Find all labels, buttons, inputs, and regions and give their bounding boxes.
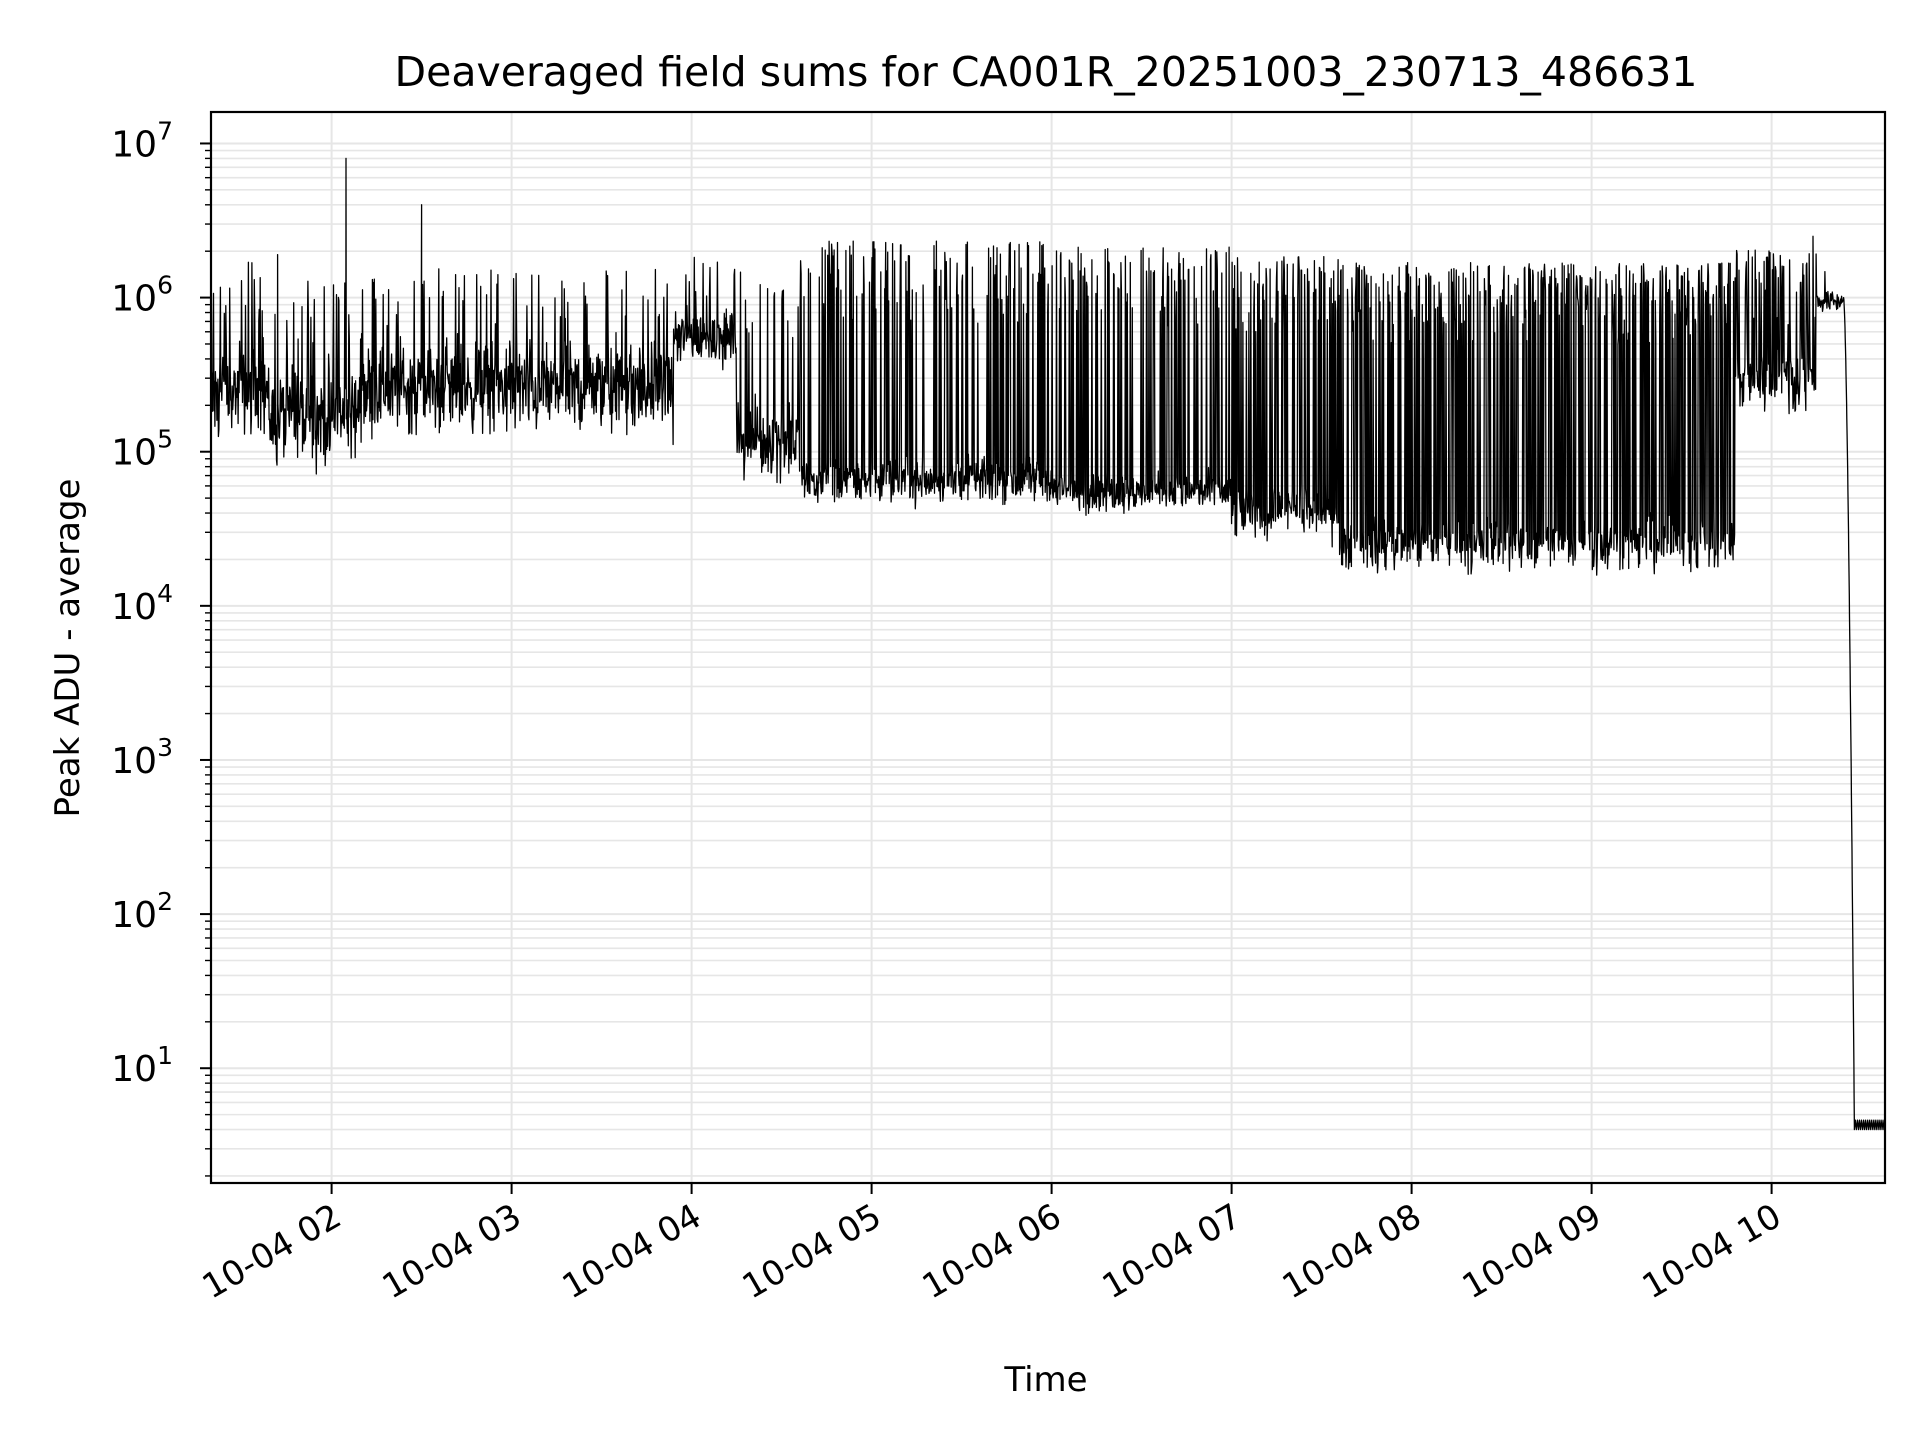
y-tick-label: 105 — [111, 425, 173, 474]
y-tick-label: 104 — [111, 579, 173, 628]
y-tick-label: 106 — [111, 271, 173, 320]
series-line — [210, 157, 1886, 1131]
y-tick-label: 102 — [111, 887, 173, 936]
series-layer — [210, 157, 1886, 1131]
x-axis-label: Time — [1003, 1360, 1087, 1400]
y-tick-base: 10 — [111, 1049, 157, 1090]
plot-frame — [209, 110, 1887, 1185]
y-tick-exponent: 3 — [157, 733, 173, 762]
y-tick-label: 101 — [111, 1041, 173, 1090]
y-tick-exponent: 6 — [157, 271, 173, 300]
y-axis-label: Peak ADU - average — [48, 479, 88, 818]
y-tick-label: 107 — [111, 116, 173, 165]
y-tick-base: 10 — [111, 124, 157, 165]
y-tick-base: 10 — [111, 895, 157, 936]
y-tick-exponent: 2 — [157, 887, 173, 916]
y-tick-base: 10 — [111, 587, 157, 628]
chart-title: Deaveraged field sums for CA001R_2025100… — [395, 48, 1698, 96]
y-tick-exponent: 1 — [157, 1041, 173, 1070]
y-tick-exponent: 7 — [157, 116, 173, 145]
y-tick-base: 10 — [111, 433, 157, 474]
y-tick-label: 103 — [111, 733, 173, 782]
y-tick-exponent: 5 — [157, 425, 173, 454]
y-tick-exponent: 4 — [157, 579, 173, 608]
y-tick-base: 10 — [111, 279, 157, 320]
y-tick-base: 10 — [111, 741, 157, 782]
